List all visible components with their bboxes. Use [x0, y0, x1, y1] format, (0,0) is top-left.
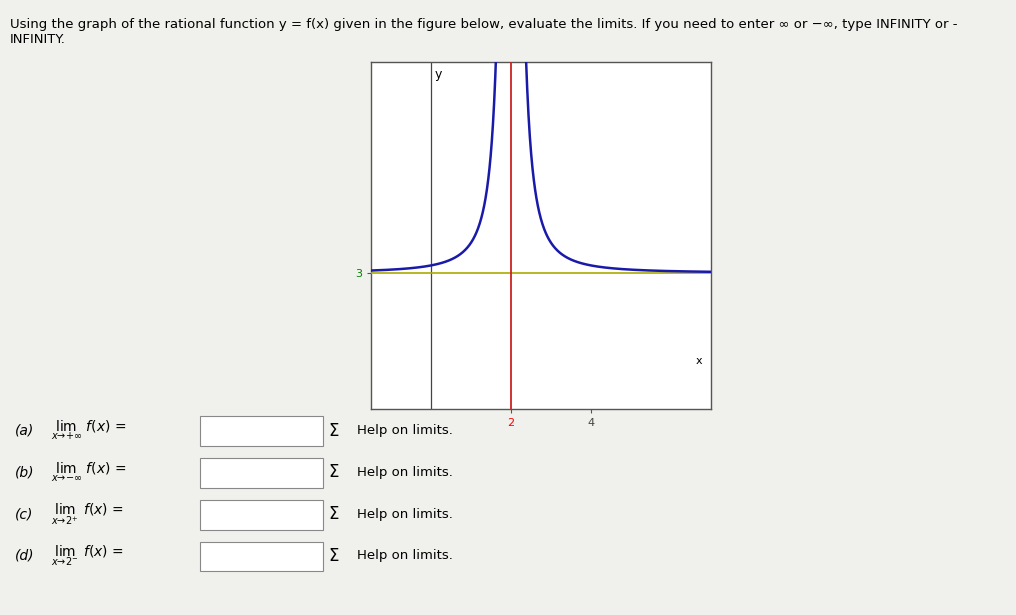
- Text: $\Sigma$: $\Sigma$: [328, 505, 339, 523]
- Text: $\Sigma$: $\Sigma$: [328, 547, 339, 565]
- Text: (d): (d): [15, 549, 35, 563]
- Text: $\lim_{x\to-\infty}$ $f(x)$ =: $\lim_{x\to-\infty}$ $f(x)$ =: [51, 461, 126, 484]
- Text: x: x: [696, 356, 703, 366]
- Text: (b): (b): [15, 466, 35, 479]
- Text: $\lim_{x\to 2^+}$ $f(x)$ =: $\lim_{x\to 2^+}$ $f(x)$ =: [51, 501, 124, 527]
- Text: $\lim_{x\to 2^-}$ $f(x)$ =: $\lim_{x\to 2^-}$ $f(x)$ =: [51, 544, 124, 568]
- Text: $\lim_{x\to+\infty}$ $f(x)$ =: $\lim_{x\to+\infty}$ $f(x)$ =: [51, 419, 126, 442]
- Text: y: y: [434, 68, 442, 81]
- Text: (a): (a): [15, 424, 35, 437]
- Text: Using the graph of the rational function y = f(x) given in the figure below, eva: Using the graph of the rational function…: [10, 18, 958, 47]
- Text: $\Sigma$: $\Sigma$: [328, 421, 339, 440]
- Text: $\Sigma$: $\Sigma$: [328, 463, 339, 482]
- Text: Help on limits.: Help on limits.: [357, 424, 452, 437]
- Text: Help on limits.: Help on limits.: [357, 507, 452, 521]
- Text: Help on limits.: Help on limits.: [357, 466, 452, 479]
- Text: Help on limits.: Help on limits.: [357, 549, 452, 563]
- Text: (c): (c): [15, 507, 34, 521]
